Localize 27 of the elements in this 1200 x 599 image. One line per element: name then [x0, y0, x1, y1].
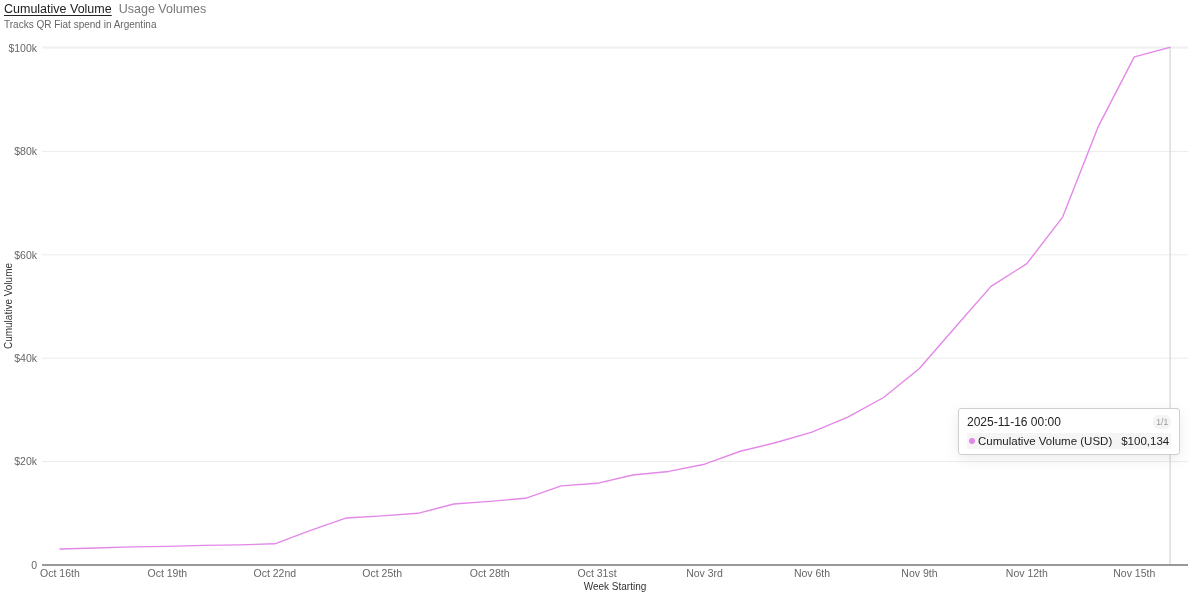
counter-badge: 1/1: [1153, 415, 1172, 429]
y-axis-title: Cumulative Volume: [2, 262, 14, 350]
x-tick-label: Nov 6th: [793, 567, 831, 580]
chart-title: Cumulative Volume: [4, 2, 112, 16]
y-tick-label: $40k: [14, 351, 38, 364]
y-tick-label: $60k: [14, 248, 38, 261]
x-tick-label: Oct 31st: [577, 567, 617, 580]
x-tick-label: Nov 9th: [901, 567, 938, 580]
annotation: $100,134: [1121, 435, 1170, 447]
annotation: 2025-11-16 00:00: [967, 415, 1061, 429]
y-tick-label: $80k: [14, 145, 38, 158]
x-tick-label: Oct 16th: [40, 567, 80, 580]
x-tick-label: Oct 25th: [362, 567, 403, 580]
y-tick-label: 0: [31, 558, 38, 571]
chart-subtitle: Tracks QR Fiat spend in Argentina: [4, 19, 157, 30]
x-tick-label: Nov 3rd: [686, 567, 724, 580]
line-series: [59, 47, 1171, 550]
y-tick-label: $20k: [14, 455, 38, 468]
x-tick-label: Nov 12th: [1005, 567, 1049, 580]
y-tick-label: $100k: [8, 41, 38, 54]
text: Usage Volumes: [118, 2, 207, 16]
x-tick-label: Oct 19th: [147, 567, 188, 580]
x-tick-label: Nov 15th: [1113, 567, 1156, 580]
x-axis-title: Week Starting: [583, 581, 647, 592]
x-tick-label: Oct 22nd: [253, 567, 297, 580]
legend-label: Cumulative Volume (USD): [978, 435, 1113, 447]
x-tick-label: Oct 28th: [469, 567, 510, 580]
